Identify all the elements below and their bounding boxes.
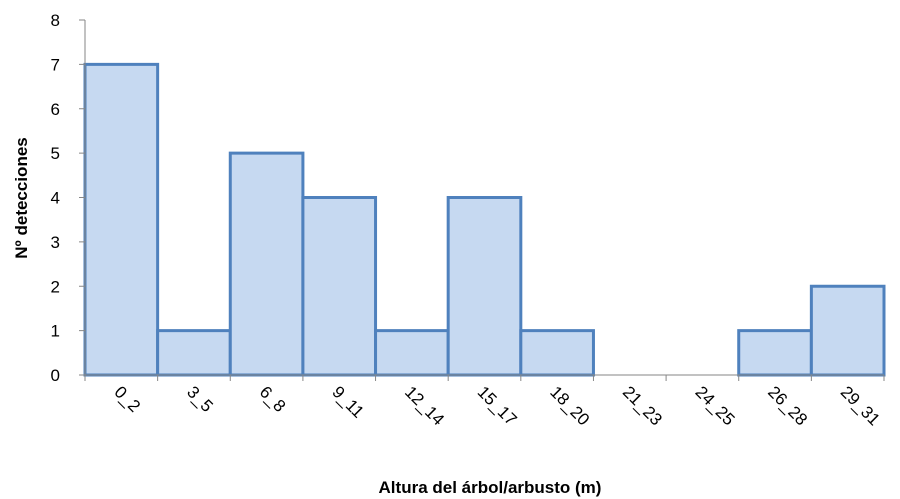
- x-tick-label: 26_28: [764, 382, 811, 429]
- x-tick-label: 24_25: [692, 382, 739, 429]
- y-tick-label: 0: [51, 366, 60, 385]
- y-tick-label: 1: [51, 322, 60, 341]
- x-axis-title: Altura del árbol/arbusto (m): [379, 478, 602, 497]
- x-tick-label: 6_8: [256, 382, 289, 415]
- y-axis-title: Nº detecciones: [12, 137, 31, 258]
- x-tick-label: 21_23: [619, 382, 666, 429]
- bar-15_17: [446, 196, 523, 377]
- x-tick-label: 0_2: [110, 382, 143, 415]
- bar-0_2: [83, 62, 160, 377]
- y-tick-label: 7: [51, 55, 60, 74]
- y-tick-label: 8: [51, 11, 60, 30]
- y-tick-labels: 0 1 2 3 4 5 6 7 8: [51, 11, 60, 385]
- x-tick-label: 15_17: [474, 382, 521, 429]
- bars-group: [83, 62, 886, 377]
- axes-group: [79, 19, 885, 381]
- y-tick-label: 3: [51, 233, 60, 252]
- bar-29_31: [809, 284, 886, 377]
- y-tick-label: 5: [51, 144, 60, 163]
- y-tick-label: 4: [51, 189, 60, 208]
- bar-26_28: [737, 329, 813, 377]
- x-tick-label: 3_5: [183, 382, 216, 415]
- x-tick-labels: 0_2 3_5 6_8 9_11 12_14 15_17 18_20 21_23 24_25 26…: [110, 382, 883, 429]
- bar-9_11: [301, 196, 378, 377]
- x-tick-label: 9_11: [328, 382, 367, 421]
- bar-18_20: [519, 329, 595, 377]
- bar-12_14: [374, 329, 450, 377]
- x-tick-label: 18_20: [546, 382, 593, 429]
- bar-3_5: [156, 329, 232, 377]
- bar-6_8: [228, 151, 305, 377]
- y-tick-label: 2: [51, 277, 60, 296]
- y-tick-label: 6: [51, 100, 60, 119]
- x-tick-label: 12_14: [401, 382, 448, 429]
- x-tick-label: 29_31: [837, 382, 884, 429]
